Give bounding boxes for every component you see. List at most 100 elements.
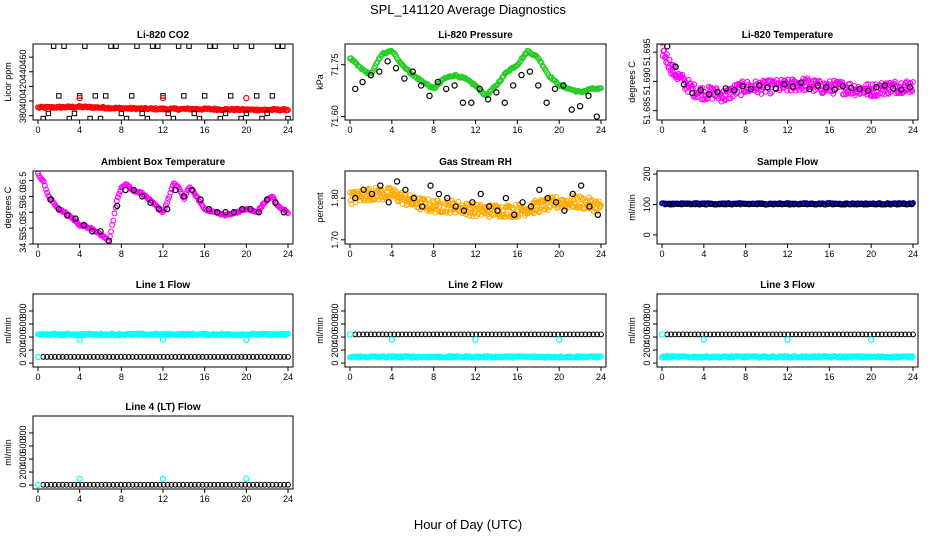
data-point bbox=[66, 115, 72, 120]
data-point bbox=[850, 200, 857, 208]
data-point bbox=[230, 209, 238, 216]
data-point bbox=[180, 481, 186, 488]
data-point bbox=[469, 199, 476, 206]
y-tick-label: 380 bbox=[18, 108, 28, 123]
y-tick-label: 200 bbox=[642, 343, 652, 358]
data-point bbox=[417, 82, 425, 89]
data-point bbox=[494, 207, 501, 214]
data-point bbox=[465, 331, 472, 338]
data-point bbox=[50, 44, 57, 49]
data-point bbox=[39, 177, 46, 184]
data-point bbox=[598, 331, 604, 338]
data-point bbox=[754, 89, 761, 96]
data-point bbox=[195, 481, 202, 488]
panel-title: Line 1 Flow bbox=[136, 280, 191, 291]
data-point bbox=[90, 353, 97, 360]
data-point bbox=[118, 353, 124, 360]
data-point bbox=[56, 93, 62, 99]
y-tick-label: 0 bbox=[642, 361, 652, 366]
data-point bbox=[238, 353, 245, 360]
x-tick-label: 16 bbox=[512, 125, 522, 135]
data-point bbox=[882, 331, 889, 338]
data-point bbox=[559, 331, 565, 338]
data-point bbox=[269, 481, 276, 488]
data-point bbox=[114, 194, 121, 201]
y-tick-label: 0 bbox=[642, 232, 652, 237]
data-point bbox=[156, 481, 163, 488]
data-point bbox=[264, 110, 270, 117]
data-point bbox=[176, 353, 183, 360]
data-point bbox=[186, 44, 192, 49]
data-point bbox=[578, 331, 585, 338]
data-point bbox=[230, 353, 237, 360]
data-point bbox=[228, 93, 234, 99]
data-point bbox=[832, 331, 838, 338]
data-point bbox=[484, 331, 491, 338]
y-tick-label: 400 bbox=[642, 330, 652, 345]
data-point bbox=[871, 331, 877, 338]
x-tick-label: 16 bbox=[200, 125, 210, 135]
series-1-cyan bbox=[659, 353, 916, 361]
data-point bbox=[138, 193, 146, 200]
data-point bbox=[806, 85, 813, 93]
data-point bbox=[705, 91, 713, 98]
data-point bbox=[430, 331, 437, 338]
data-point bbox=[770, 200, 778, 208]
data-point bbox=[172, 186, 179, 194]
data-point bbox=[59, 481, 66, 488]
data-point bbox=[510, 211, 518, 218]
data-point bbox=[191, 481, 198, 488]
data-point bbox=[516, 331, 522, 338]
data-point bbox=[63, 212, 71, 219]
data-point bbox=[752, 78, 759, 85]
data-point bbox=[71, 481, 78, 488]
data-point bbox=[910, 331, 916, 338]
data-point bbox=[83, 481, 89, 488]
data-point bbox=[875, 200, 882, 208]
data-point bbox=[883, 200, 891, 208]
x-tick-label: 4 bbox=[701, 125, 706, 135]
data-point bbox=[453, 331, 460, 338]
data-point bbox=[460, 207, 468, 214]
y-tick-label: 36.5 bbox=[18, 172, 28, 190]
data-point bbox=[274, 44, 281, 49]
plot-area bbox=[659, 200, 916, 208]
data-point bbox=[452, 203, 459, 210]
data-point bbox=[86, 353, 93, 360]
data-point bbox=[764, 84, 771, 91]
data-point bbox=[593, 113, 601, 120]
data-point bbox=[772, 85, 780, 92]
data-point bbox=[133, 353, 140, 360]
data-point bbox=[152, 353, 159, 360]
data-point bbox=[485, 203, 493, 210]
data-point bbox=[116, 191, 123, 197]
x-tick-label: 16 bbox=[824, 249, 834, 259]
data-point bbox=[812, 200, 819, 208]
data-point bbox=[691, 81, 698, 88]
data-point bbox=[184, 353, 190, 360]
data-point bbox=[238, 481, 245, 488]
x-axis-caption: Hour of Day (UTC) bbox=[413, 517, 523, 532]
series-2-black bbox=[661, 200, 916, 208]
data-point bbox=[892, 200, 899, 208]
data-point bbox=[814, 82, 822, 89]
data-point bbox=[97, 228, 104, 235]
data-point bbox=[137, 481, 144, 488]
plot-area bbox=[346, 331, 604, 361]
data-point bbox=[878, 331, 885, 338]
data-point bbox=[137, 353, 144, 360]
plot-area bbox=[658, 331, 916, 361]
series-3-cyan bbox=[346, 331, 563, 343]
data-point bbox=[848, 84, 855, 92]
data-point bbox=[405, 201, 411, 208]
data-point bbox=[122, 186, 129, 194]
data-point bbox=[67, 481, 74, 488]
x-tick-label: 0 bbox=[347, 249, 352, 259]
panel-title: Li-820 CO2 bbox=[137, 30, 190, 41]
data-point bbox=[376, 68, 383, 75]
data-point bbox=[683, 331, 690, 338]
data-point bbox=[699, 200, 706, 208]
data-point bbox=[839, 79, 846, 86]
data-point bbox=[133, 481, 140, 488]
data-point bbox=[738, 331, 745, 338]
